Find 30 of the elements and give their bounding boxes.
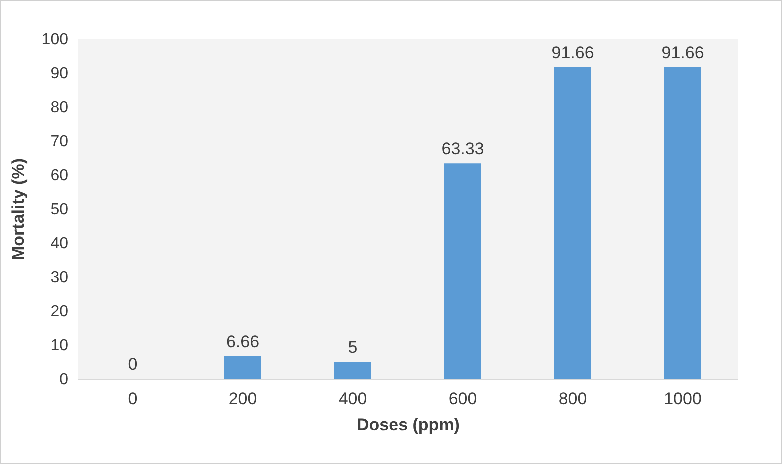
- y-tick-label: 0: [60, 372, 69, 388]
- y-tick-label: 50: [50, 202, 69, 218]
- y-tick-label: 10: [50, 338, 69, 354]
- bar: [664, 67, 702, 379]
- y-tick-label: 20: [50, 304, 69, 320]
- y-tick-label: 60: [50, 168, 69, 184]
- y-tick-label: 70: [50, 134, 69, 150]
- y-tick-label: 30: [50, 270, 69, 286]
- bar: [224, 356, 262, 379]
- bar: [334, 362, 372, 379]
- data-label: 0: [128, 355, 138, 374]
- x-axis-title: Doses (ppm): [357, 416, 460, 434]
- y-tick-label: 90: [50, 66, 69, 82]
- bar: [444, 164, 482, 379]
- x-tick-label: 400: [338, 390, 368, 408]
- y-tick-label: 80: [50, 100, 69, 116]
- x-tick-label: 0: [128, 390, 138, 408]
- y-tick-label: 100: [42, 32, 69, 48]
- x-tick-label: 200: [228, 390, 258, 408]
- y-axis-title: Mortality (%): [8, 158, 28, 260]
- data-label: 91.66: [552, 43, 594, 62]
- x-tick-label: 1000: [664, 390, 702, 408]
- bar: [554, 67, 592, 379]
- data-label: 5: [348, 338, 358, 357]
- data-label: 6.66: [226, 332, 260, 352]
- x-tick-label: 600: [448, 390, 478, 408]
- y-tick-label: 40: [50, 236, 69, 252]
- data-label: 91.66: [662, 43, 704, 62]
- x-tick-label: 800: [558, 390, 588, 408]
- data-label: 63.33: [442, 140, 484, 159]
